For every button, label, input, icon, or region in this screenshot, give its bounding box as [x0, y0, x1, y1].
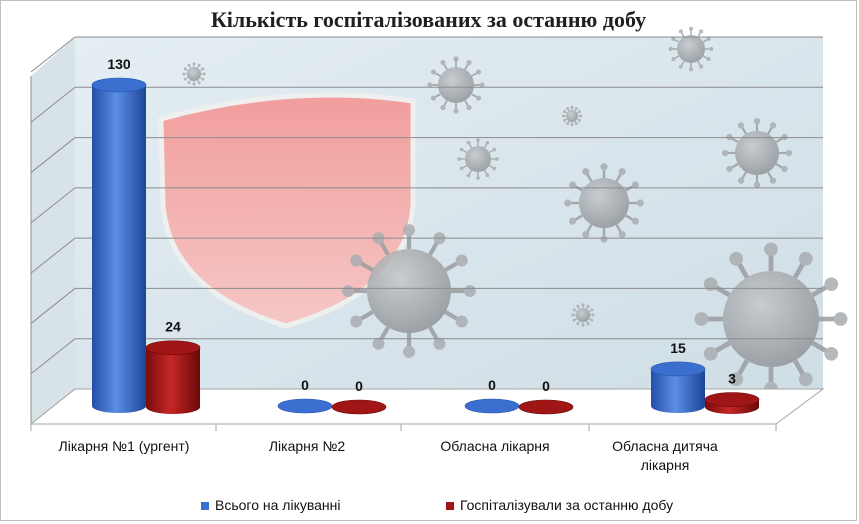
side-wall	[31, 37, 75, 424]
virus-icon	[668, 26, 714, 72]
data-label: 3	[728, 371, 736, 387]
legend-label: Госпіталізували за останню добу	[460, 497, 674, 513]
category-label: Обласна дитяча лікарня	[612, 438, 718, 473]
floor	[29, 388, 825, 425]
bar	[331, 399, 387, 415]
virus-icon	[694, 242, 848, 396]
data-label: 15	[670, 340, 686, 356]
bars	[91, 77, 760, 415]
virus-icon	[561, 105, 583, 127]
data-label: 0	[355, 378, 363, 394]
bar	[518, 399, 574, 415]
bar	[91, 77, 147, 413]
gridline	[30, 338, 76, 375]
bar	[464, 398, 520, 414]
data-label: 24	[165, 319, 181, 335]
legend-swatch	[446, 502, 454, 511]
category-label: Обласна лікарня	[440, 438, 550, 454]
data-label: 0	[542, 378, 550, 394]
category-label: Лікарня №2	[268, 438, 346, 454]
bar	[277, 398, 333, 414]
bar	[145, 340, 201, 414]
virus-icon	[457, 138, 499, 180]
legend-item: Всього на лікуванні	[201, 497, 341, 513]
virus-icon	[342, 224, 476, 358]
data-label: 0	[301, 377, 309, 393]
gridline	[30, 36, 76, 73]
gridline	[30, 288, 76, 324]
legend-item: Госпіталізували за останню добу	[446, 497, 673, 513]
value-labels: 130 0 0 15 24 0 0 3	[107, 56, 736, 394]
bar	[650, 361, 706, 413]
virus-icon	[564, 163, 644, 243]
data-label: 0	[488, 377, 496, 393]
virus-decorations	[182, 26, 848, 396]
legend-swatch	[201, 502, 209, 511]
gridline	[30, 137, 76, 173]
legend-label: Всього на лікуванні	[215, 497, 341, 513]
gridline	[30, 187, 76, 224]
virus-icon	[571, 303, 595, 327]
category-dividers	[30, 424, 777, 431]
category-label: Лікарня №1 (ургент)	[58, 438, 190, 454]
gridline	[30, 237, 76, 274]
virus-icon	[182, 62, 206, 86]
data-label: 130	[107, 56, 131, 72]
chart-title: Кількість госпіталізованих за останню до…	[210, 7, 647, 32]
virus-icon	[427, 56, 485, 114]
virus-icon	[721, 117, 793, 189]
gridline	[30, 86, 76, 123]
bar	[704, 392, 760, 414]
